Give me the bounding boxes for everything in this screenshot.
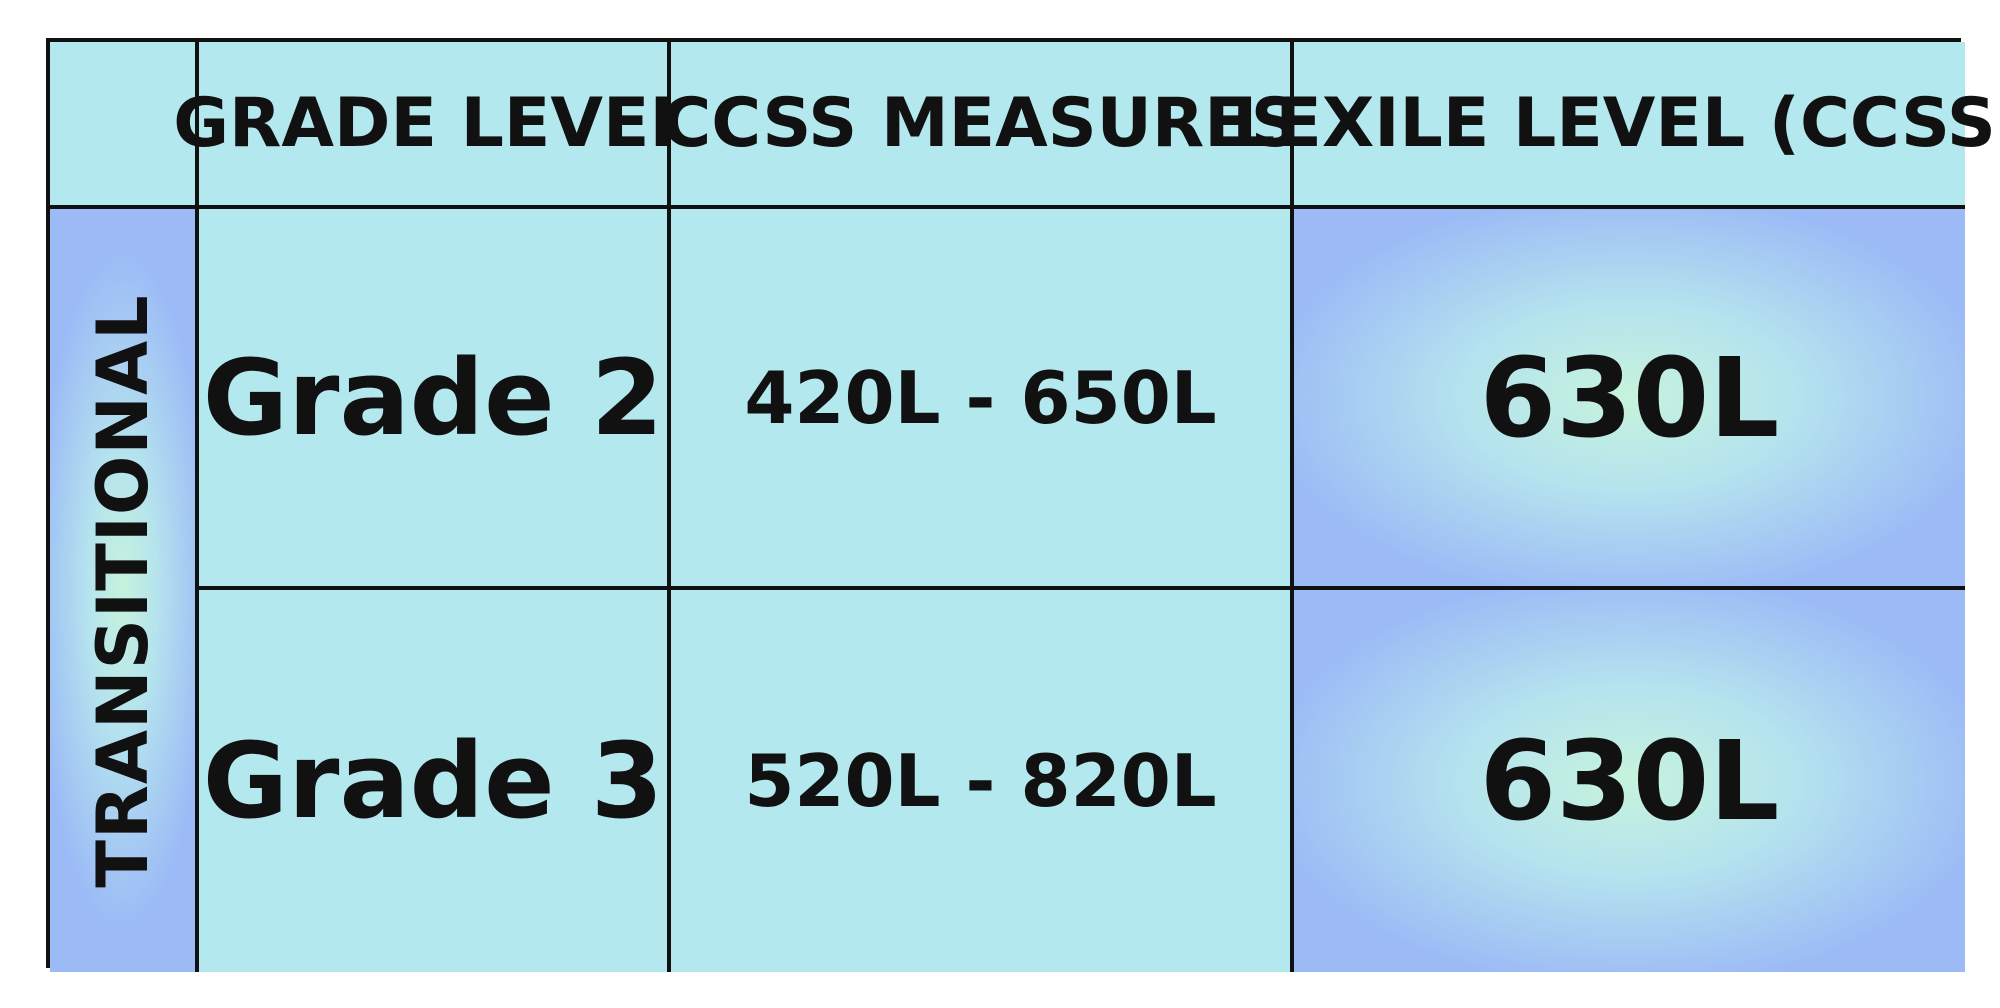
row-1-grade: Grade 2	[199, 209, 671, 590]
lexile-table: GRADE LEVEL CCSS MEASURES LEXILE LEVEL (…	[46, 38, 2000, 972]
row-2-ccss: 520L - 820L	[671, 590, 1294, 972]
row-1-ccss: 420L - 650L	[671, 209, 1294, 590]
side-label-cell: TRANSITIONAL	[50, 209, 199, 972]
row-2-grade: Grade 3	[199, 590, 671, 972]
header-grade-level: GRADE LEVEL	[173, 42, 693, 209]
corner-cell	[50, 42, 199, 209]
row-2-lexile: 630L	[1294, 590, 1965, 972]
row-1-lexile: 630L	[1294, 209, 1965, 590]
header-lexile-level: LEXILE LEVEL (CCSS)	[1232, 42, 2000, 209]
header-ccss-measures: CCSS MEASURES	[661, 42, 1300, 209]
side-label: TRANSITIONAL	[81, 293, 164, 888]
